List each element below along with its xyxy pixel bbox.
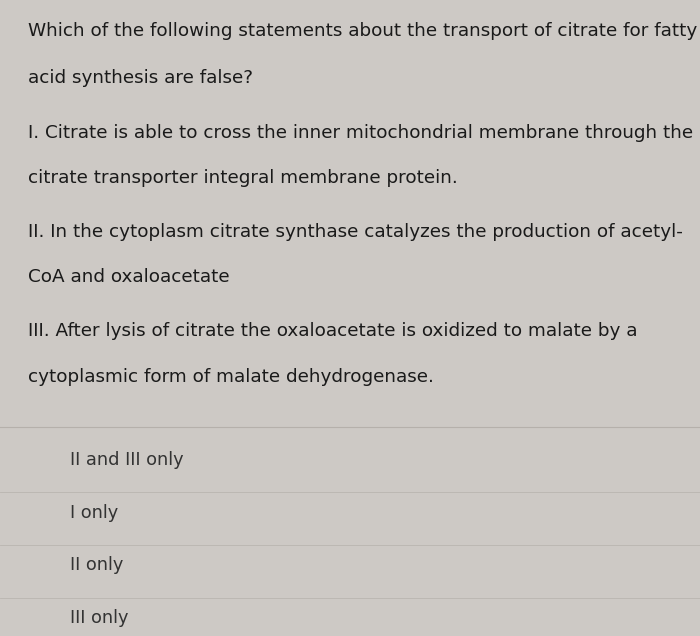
Text: citrate transporter integral membrane protein.: citrate transporter integral membrane pr… <box>28 169 458 187</box>
Text: III. After lysis of citrate the oxaloacetate is oxidized to malate by a: III. After lysis of citrate the oxaloace… <box>28 322 638 340</box>
Text: I only: I only <box>70 504 118 522</box>
Text: II only: II only <box>70 556 123 574</box>
Text: III only: III only <box>70 609 129 627</box>
Text: I. Citrate is able to cross the inner mitochondrial membrane through the: I. Citrate is able to cross the inner mi… <box>28 124 693 142</box>
Text: cytoplasmic form of malate dehydrogenase.: cytoplasmic form of malate dehydrogenase… <box>28 368 434 385</box>
Text: CoA and oxaloacetate: CoA and oxaloacetate <box>28 268 230 286</box>
Text: acid synthesis are false?: acid synthesis are false? <box>28 69 253 87</box>
Text: II. In the cytoplasm citrate synthase catalyzes the production of acetyl-: II. In the cytoplasm citrate synthase ca… <box>28 223 683 241</box>
Text: II and III only: II and III only <box>70 451 183 469</box>
Text: Which of the following statements about the transport of citrate for fatty: Which of the following statements about … <box>28 22 697 40</box>
